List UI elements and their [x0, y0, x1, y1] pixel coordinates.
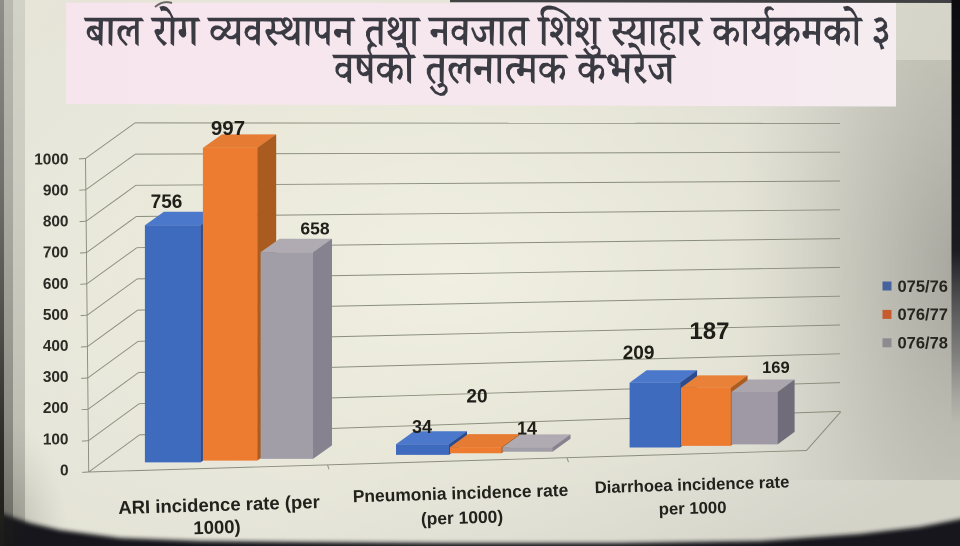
- svg-text:076/78: 076/78: [898, 335, 948, 353]
- svg-text:169: 169: [762, 359, 790, 377]
- svg-text:20: 20: [466, 387, 487, 408]
- svg-text:per 1000: per 1000: [658, 498, 726, 519]
- svg-text:14: 14: [517, 418, 537, 438]
- svg-text:1000): 1000): [193, 516, 241, 538]
- svg-text:997: 997: [211, 117, 245, 140]
- svg-text:300: 300: [43, 369, 69, 386]
- svg-text:658: 658: [300, 219, 329, 239]
- svg-text:400: 400: [43, 338, 69, 355]
- svg-text:600: 600: [43, 276, 69, 293]
- svg-text:700: 700: [43, 245, 69, 262]
- svg-text:900: 900: [43, 183, 69, 200]
- svg-text:075/76: 075/76: [898, 278, 948, 296]
- svg-text:800: 800: [43, 214, 69, 231]
- svg-text:34: 34: [412, 417, 432, 437]
- svg-text:756: 756: [151, 192, 183, 213]
- svg-text:0: 0: [60, 462, 69, 479]
- svg-text:076/77: 076/77: [898, 306, 948, 324]
- svg-text:1000: 1000: [34, 151, 68, 168]
- svg-text:100: 100: [43, 431, 69, 448]
- svg-text:(per 1000): (per 1000): [421, 506, 504, 528]
- svg-text:500: 500: [43, 307, 69, 324]
- svg-text:187: 187: [689, 318, 729, 345]
- svg-text:200: 200: [43, 400, 69, 417]
- svg-text:209: 209: [623, 343, 655, 364]
